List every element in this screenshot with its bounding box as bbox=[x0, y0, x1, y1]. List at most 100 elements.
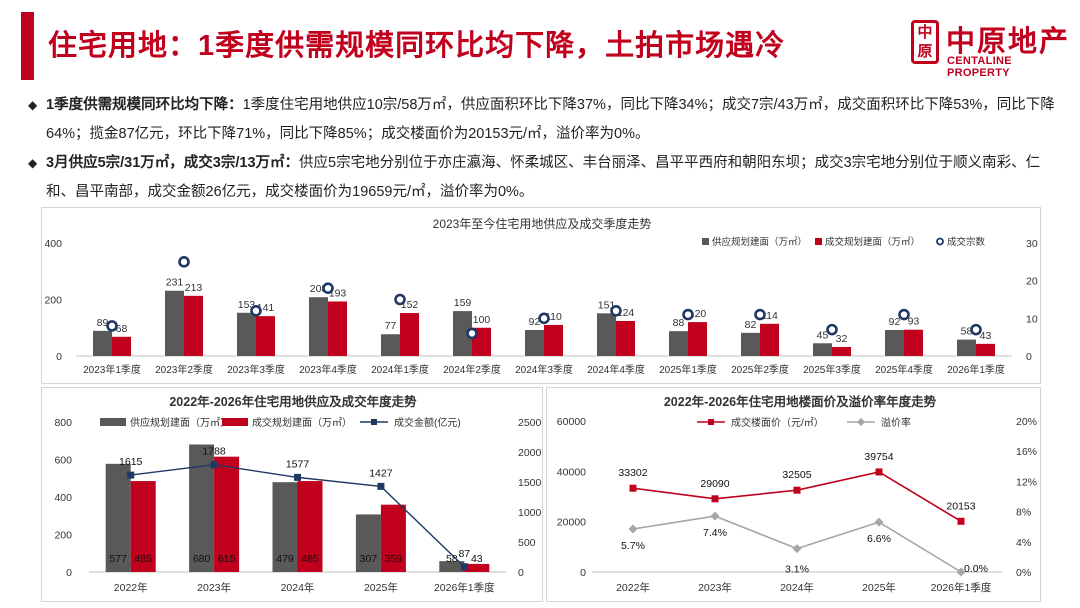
x-tick-label: 2022年 bbox=[616, 581, 650, 594]
amount-point bbox=[210, 461, 218, 469]
data-label-deal: 213 bbox=[185, 282, 203, 294]
data-label-price: 39754 bbox=[864, 451, 893, 463]
quarterly-supply-deal-chart: 2023年至今住宅用地供应及成交季度走势 0 200 400 0 10 20 30 89 68 20… bbox=[44, 216, 1038, 376]
y-tick-label: 0 bbox=[66, 567, 72, 579]
data-label-supply: 77 bbox=[385, 320, 397, 332]
price-point bbox=[793, 486, 801, 494]
legend-marker-supply bbox=[100, 418, 126, 426]
bar-supply bbox=[597, 313, 616, 356]
amount-point bbox=[294, 473, 301, 481]
bar-deal bbox=[760, 323, 779, 356]
deal-count-point bbox=[322, 282, 334, 294]
legend-label: 溢价率 bbox=[881, 416, 911, 429]
data-label-supply: 82 bbox=[745, 319, 757, 331]
bar-deal bbox=[214, 456, 240, 572]
logo-mark-icon: 中原 bbox=[911, 20, 939, 64]
centaline-logo: 中原 中原地产 CENTALINE PROPERTY bbox=[908, 18, 1073, 79]
y-tick-label: 800 bbox=[54, 417, 72, 429]
bullet-heading: 1季度供需规模同环比均下降： bbox=[46, 97, 243, 113]
annual-supply-deal-chart: 2022年-2026年住宅用地供应及成交年度走势 0 200 400 600 800 0 50… bbox=[54, 394, 542, 594]
legend-marker-deal bbox=[815, 238, 822, 245]
x-tick-label: 2025年4季度 bbox=[875, 363, 933, 376]
data-label-supply: 92 bbox=[529, 316, 541, 328]
x-tick-label: 2023年4季度 bbox=[299, 363, 357, 376]
deal-count-point bbox=[250, 305, 262, 317]
deal-count-point bbox=[754, 308, 766, 321]
data-label-amount: 1615 bbox=[119, 456, 143, 468]
bar-deal bbox=[130, 481, 156, 572]
x-tick-label: 2024年 bbox=[281, 581, 315, 594]
bar-supply bbox=[237, 312, 256, 356]
data-label-price: 29090 bbox=[700, 478, 729, 490]
legend-label: 成交宗数 bbox=[947, 236, 986, 248]
data-label-supply: 307 bbox=[360, 553, 378, 565]
amount-point bbox=[127, 471, 135, 479]
bar-deal bbox=[256, 316, 275, 356]
data-label-deal: 485 bbox=[134, 553, 152, 565]
y2-tick-label: 30 bbox=[1026, 238, 1038, 250]
data-label-deal: 93 bbox=[908, 316, 920, 328]
logo-chinese-text: 中原地产 bbox=[946, 26, 1071, 58]
page-title: 住宅用地：1季度供需规模同环比均下降，土拍市场遇冷 bbox=[48, 30, 786, 62]
x-tick-label: 2023年 bbox=[698, 581, 732, 594]
premium-point bbox=[874, 517, 884, 527]
data-label-deal: 32 bbox=[836, 333, 848, 345]
data-label-supply: 231 bbox=[166, 277, 184, 289]
y2-tick-label: 2000 bbox=[518, 447, 542, 459]
x-tick-label: 2023年2季度 bbox=[155, 363, 213, 376]
data-label-supply: 89 bbox=[97, 317, 109, 329]
premium-point bbox=[956, 567, 966, 577]
premium-point bbox=[710, 511, 720, 521]
data-label-premium: 6.6% bbox=[867, 533, 891, 545]
x-tick-label: 2025年 bbox=[862, 581, 896, 594]
bar-deal bbox=[832, 346, 851, 356]
y-tick-label: 200 bbox=[44, 295, 62, 307]
bar-supply bbox=[885, 330, 904, 356]
price-point bbox=[629, 484, 637, 492]
legend-label: 供应规划建面（万㎡） bbox=[712, 236, 807, 248]
x-tick-label: 2026年1季度 bbox=[931, 581, 992, 594]
annual-price-chart-panel: 2022年-2026年住宅用地楼面价及溢价率年度走势 0 20000 40000 600… bbox=[546, 387, 1041, 602]
deal-count-point bbox=[538, 312, 550, 325]
y2-tick-label: 12% bbox=[1016, 476, 1037, 488]
data-label-amount: 87 bbox=[458, 548, 470, 560]
deal-count-point bbox=[610, 305, 622, 317]
quarterly-chart-panel: 2023年至今住宅用地供应及成交季度走势 0 200 400 0 10 20 30 89 68 20… bbox=[41, 207, 1041, 384]
bar-deal bbox=[616, 320, 635, 356]
bullet-march-summary: ◆ 3月供应5宗/31万㎡，成交3宗/13万㎡：供应5宗宅地分别位于亦庄瀛海、怀柔… bbox=[28, 149, 1068, 207]
x-tick-label: 2025年1季度 bbox=[659, 363, 717, 376]
bar-deal bbox=[112, 336, 131, 356]
legend-label: 成交规划建面（万㎡） bbox=[252, 416, 352, 429]
deal-count-point bbox=[178, 256, 190, 268]
bar-supply bbox=[105, 463, 131, 572]
chart-title: 2023年至今住宅用地供应及成交季度走势 bbox=[433, 216, 652, 231]
price-point bbox=[957, 517, 965, 525]
legend-marker-premium bbox=[857, 418, 865, 426]
data-label-amount: 1788 bbox=[202, 446, 226, 458]
bar-supply bbox=[453, 311, 472, 356]
y2-tick-label: 16% bbox=[1016, 446, 1037, 458]
deal-count-point bbox=[682, 308, 694, 321]
data-label-deal: 359 bbox=[385, 553, 403, 565]
data-label-deal: 43 bbox=[471, 553, 483, 565]
bar-supply bbox=[381, 334, 400, 356]
deal-count-point bbox=[466, 327, 478, 340]
annual-price-premium-chart: 2022年-2026年住宅用地楼面价及溢价率年度走势 0 20000 40000 600… bbox=[557, 394, 1037, 594]
premium-point bbox=[792, 544, 802, 554]
legend-marker-deal bbox=[222, 418, 248, 426]
y-tick-label: 600 bbox=[54, 455, 72, 467]
bar-deal bbox=[904, 329, 923, 356]
y2-tick-label: 20% bbox=[1016, 416, 1037, 428]
bar-supply bbox=[355, 514, 381, 572]
legend-marker-supply bbox=[702, 238, 709, 245]
data-label-deal: 485 bbox=[301, 553, 319, 565]
x-tick-label: 2025年3季度 bbox=[803, 363, 861, 376]
y2-tick-label: 8% bbox=[1016, 507, 1031, 519]
bar-supply bbox=[813, 343, 832, 356]
data-label-supply: 577 bbox=[109, 553, 127, 565]
bar-supply bbox=[741, 332, 760, 356]
y2-tick-label: 0% bbox=[1016, 567, 1031, 579]
price-point bbox=[711, 495, 719, 503]
data-label-supply: 479 bbox=[276, 553, 294, 565]
bar-deal bbox=[297, 481, 323, 572]
